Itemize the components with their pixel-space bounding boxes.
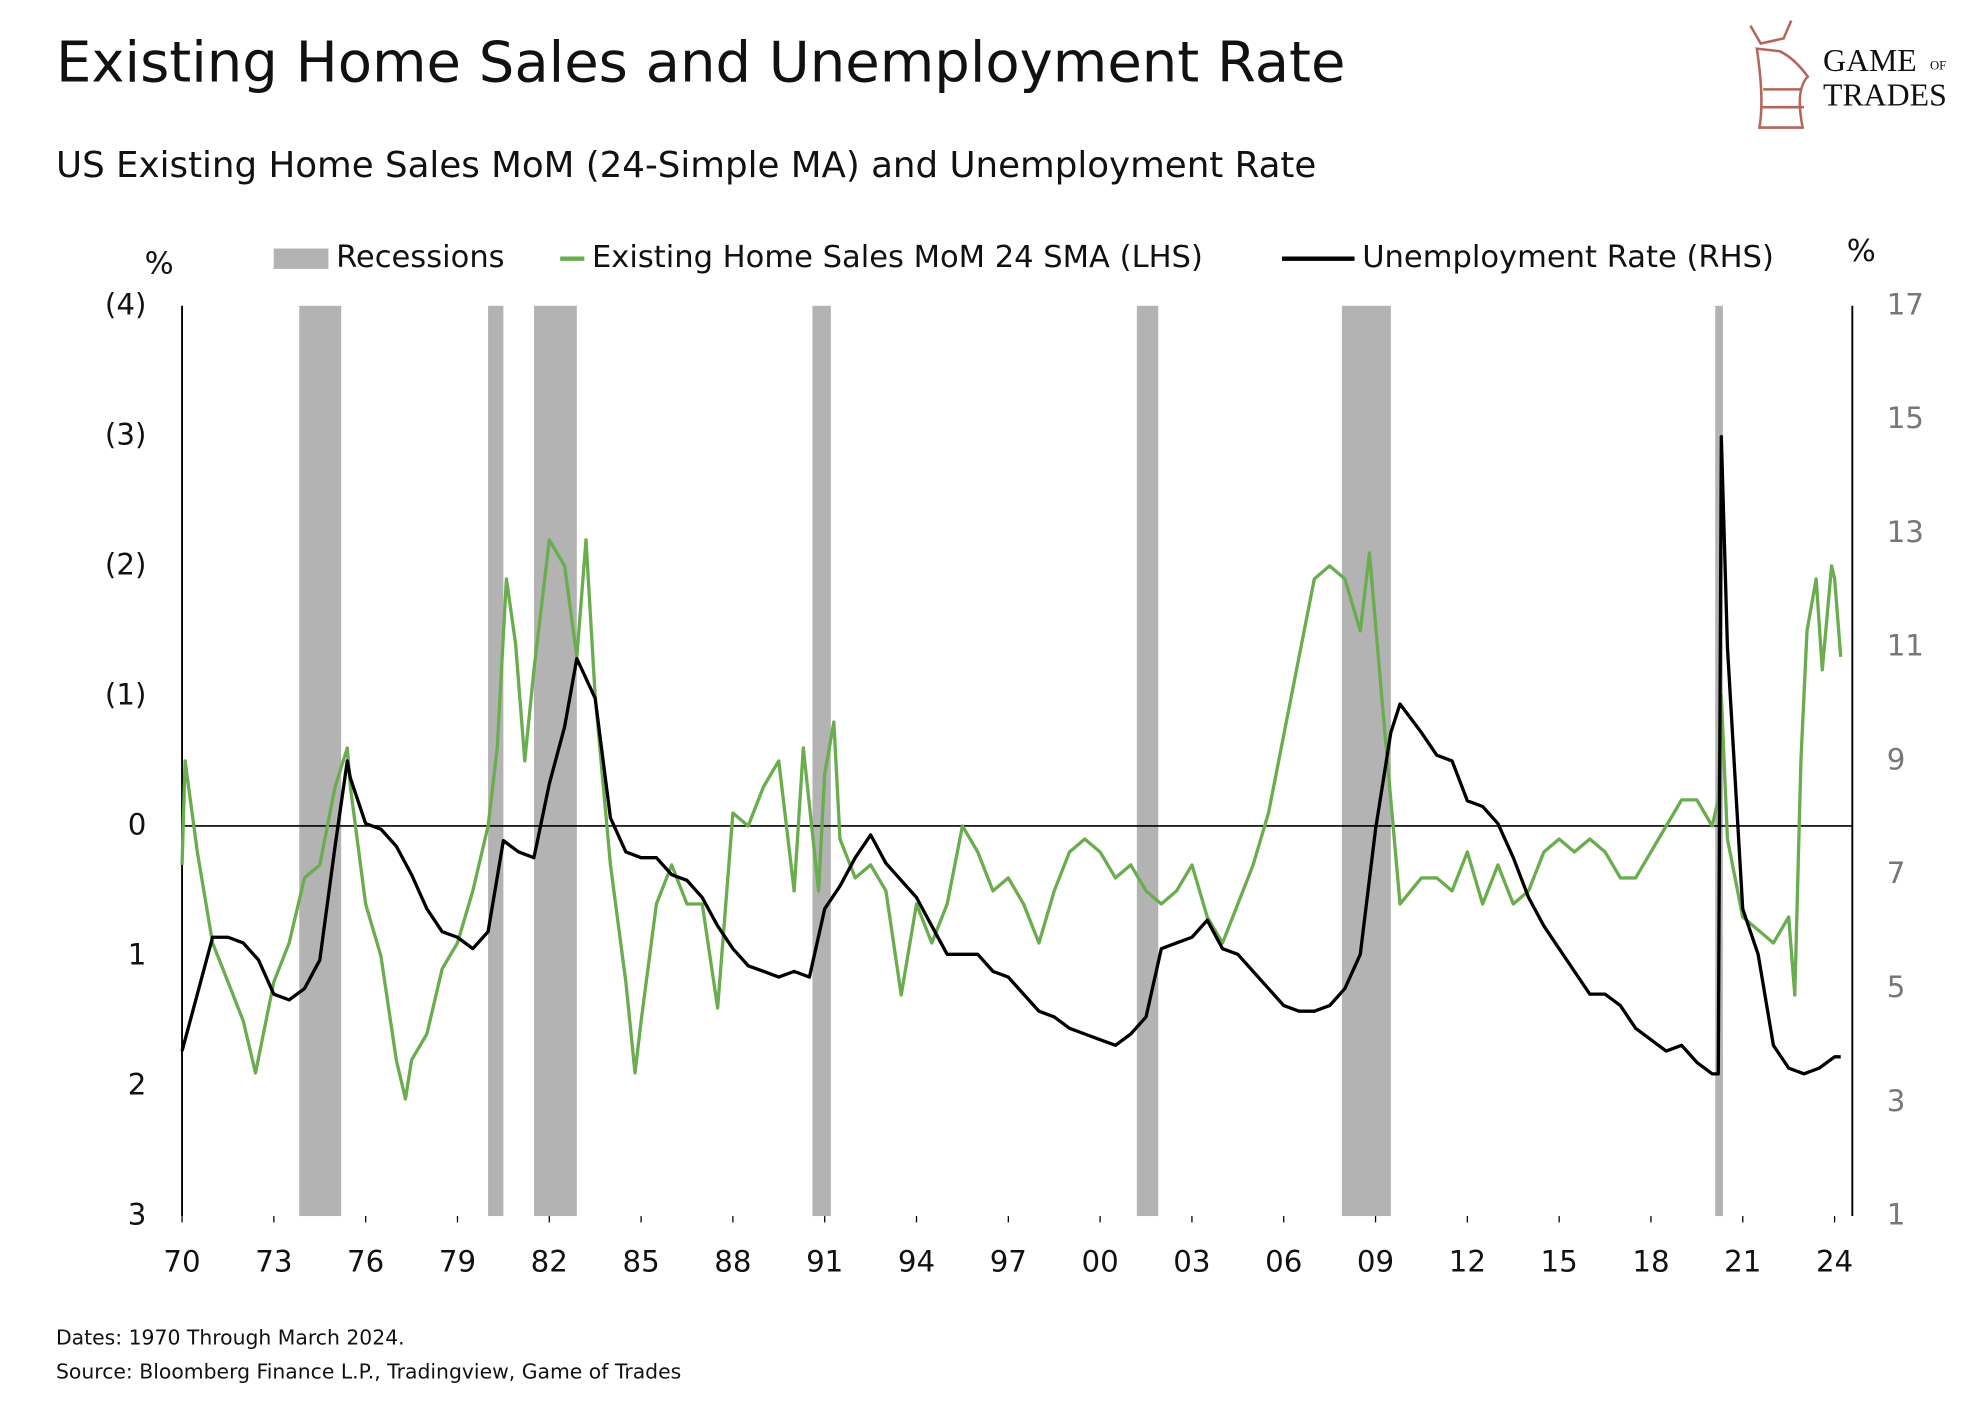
y-tick-label: (3)	[105, 417, 146, 451]
x-tick-label: 79	[439, 1245, 476, 1279]
y2-tick-label: 17	[1887, 287, 1924, 321]
note: Dates: 1970 Through March 2024.	[56, 1325, 405, 1349]
series-line	[180, 538, 1843, 1101]
y-axis-label: %	[145, 247, 174, 282]
y2-tick-label: 13	[1887, 515, 1924, 549]
y-tick-label: (4)	[105, 287, 146, 321]
logo-text: GAME	[1823, 43, 1917, 78]
legend-label: Unemployment Rate (RHS)	[1362, 240, 1774, 275]
x-tick-label: 09	[1357, 1245, 1394, 1279]
recession-band	[812, 305, 831, 1217]
y2-tick-label: 1	[1887, 1198, 1906, 1232]
x-tick-label: 70	[163, 1245, 200, 1279]
recession-band	[299, 305, 342, 1217]
y2-tick-label: 3	[1887, 1084, 1906, 1118]
y2-axis-label: %	[1847, 234, 1876, 269]
y-tick-label: 1	[128, 937, 147, 971]
recession-band	[1136, 305, 1159, 1217]
x-tick-label: 76	[347, 1245, 384, 1279]
x-tick-label: 94	[898, 1245, 935, 1279]
y-tick-label: (1)	[105, 677, 146, 711]
x-tick-label: 73	[255, 1245, 292, 1279]
x-tick-label: 18	[1632, 1245, 1669, 1279]
y-tick-label: 2	[128, 1068, 147, 1102]
y2-tick-label: 7	[1887, 856, 1906, 890]
x-tick-label: 15	[1541, 1245, 1578, 1279]
x-tick-label: 24	[1816, 1245, 1853, 1279]
chart-subtitle: US Existing Home Sales MoM (24-Simple MA…	[56, 145, 1316, 186]
x-tick-label: 03	[1173, 1245, 1210, 1279]
logo-icon	[1749, 20, 1810, 129]
x-tick-label: 88	[714, 1245, 751, 1279]
y-tick-label: 3	[128, 1198, 147, 1232]
series-line	[180, 435, 1841, 1076]
recession-band	[1341, 305, 1391, 1217]
y-tick-label: 0	[128, 807, 147, 841]
x-tick-label: 06	[1265, 1245, 1302, 1279]
legend-swatch	[273, 248, 329, 269]
y2-tick-label: 11	[1887, 629, 1924, 663]
legend-label: Recessions	[336, 240, 505, 275]
note: Source: Bloomberg Finance L.P., Tradingv…	[56, 1360, 681, 1384]
logo-text: OF	[1930, 58, 1946, 72]
y2-tick-label: 9	[1887, 742, 1906, 776]
logo-text: TRADES	[1823, 78, 1947, 113]
x-tick-label: 91	[806, 1245, 843, 1279]
y-tick-label: (2)	[105, 547, 146, 581]
legend-label: Existing Home Sales MoM 24 SMA (LHS)	[592, 240, 1203, 275]
x-tick-label: 97	[990, 1245, 1027, 1279]
x-tick-label: 21	[1724, 1245, 1761, 1279]
x-tick-label: 12	[1449, 1245, 1486, 1279]
y2-tick-label: 15	[1887, 401, 1924, 435]
y2-tick-label: 5	[1887, 970, 1906, 1004]
x-tick-label: 85	[622, 1245, 659, 1279]
x-tick-label: 82	[531, 1245, 568, 1279]
chart-title: Existing Home Sales and Unemployment Rat…	[56, 31, 1345, 96]
x-tick-label: 00	[1081, 1245, 1118, 1279]
